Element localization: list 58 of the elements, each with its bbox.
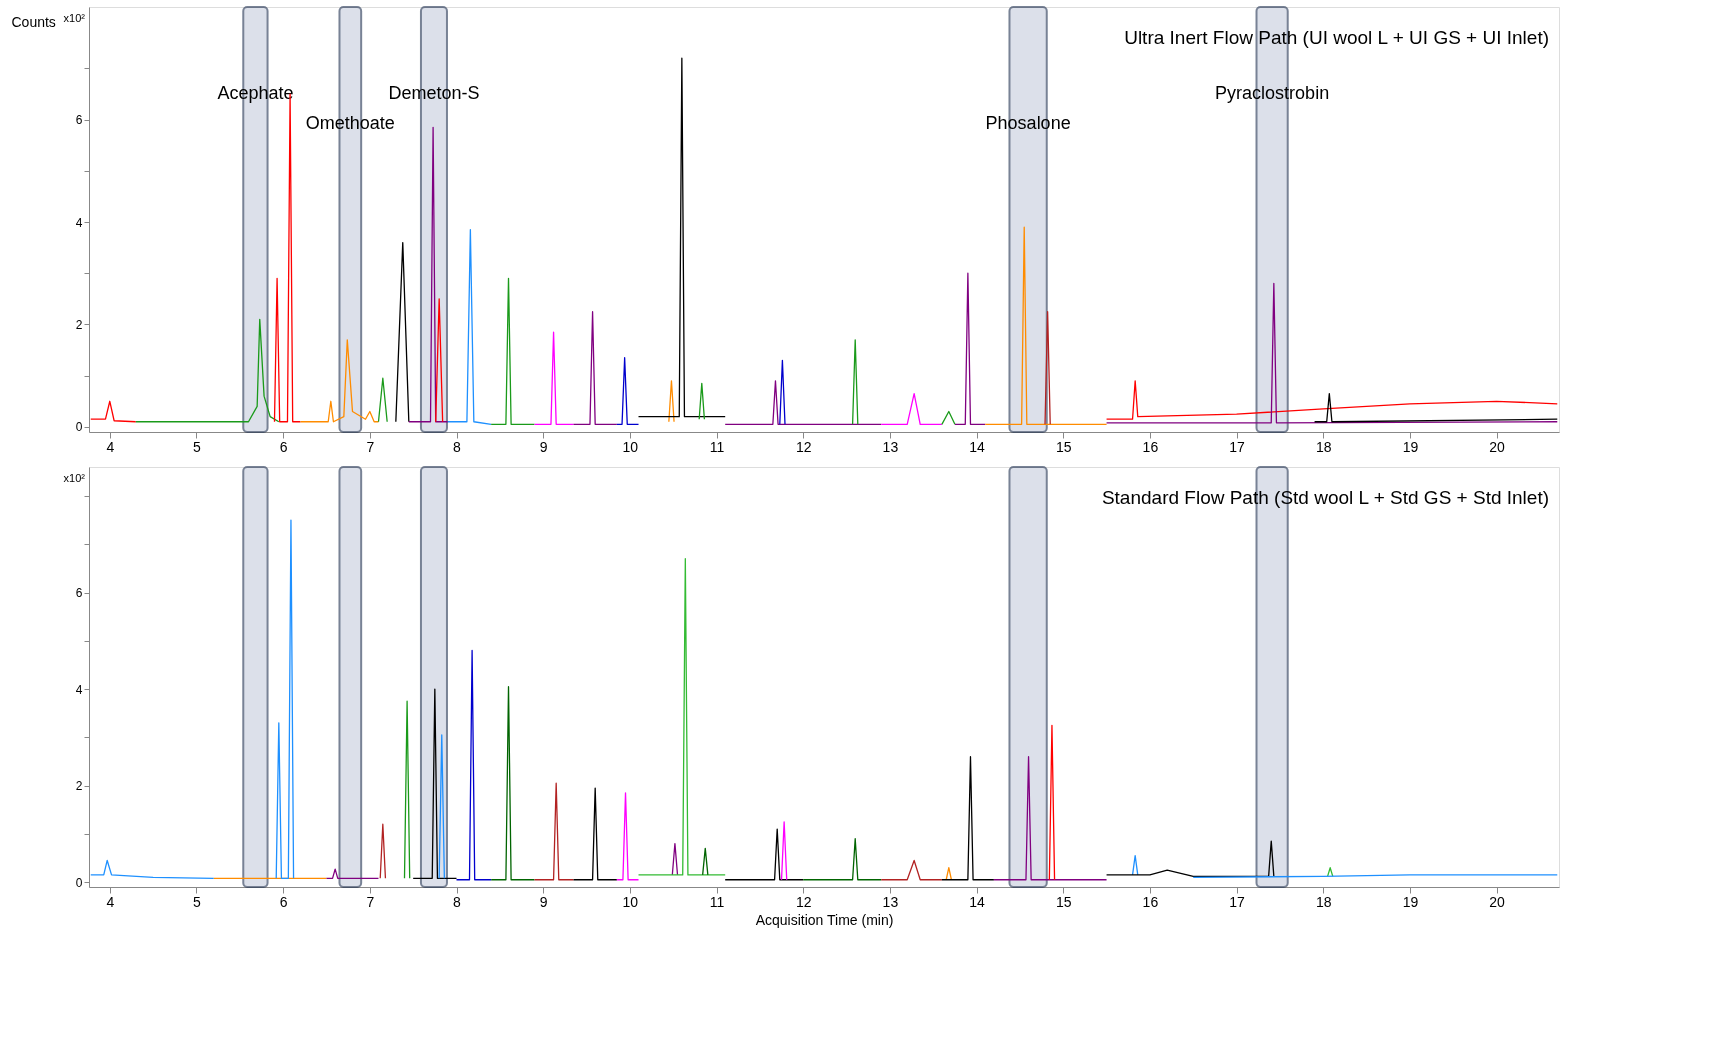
- x-tick-label: 14: [969, 438, 986, 455]
- y-tick-label: 4: [75, 682, 83, 697]
- text: x10²: [63, 12, 86, 24]
- x-tick-label: 8: [453, 893, 462, 910]
- x-tick-label: 17: [1229, 893, 1246, 910]
- x-tick-label: 18: [1315, 438, 1332, 455]
- line-series: [135, 318, 280, 423]
- x-tick-label: 19: [1402, 893, 1419, 910]
- x-tick-label: 4: [106, 893, 115, 910]
- text: Standard Flow Path (Std wool L + Std GS + Std Inlet): [1101, 487, 1549, 508]
- y-tick-label: 4: [75, 215, 83, 230]
- band-label: Pyraclostrobin: [1215, 83, 1330, 103]
- x-tick-label: 10: [622, 438, 639, 455]
- x-tick-label: 15: [1055, 438, 1072, 455]
- x-tick-label: 10: [622, 893, 639, 910]
- x-axis-title: Acquisition Time (min): [755, 911, 894, 928]
- x-tick-label: 9: [539, 893, 548, 910]
- line-series: [90, 400, 137, 423]
- x-tick-label: 11: [709, 438, 725, 455]
- x-tick-label: 7: [366, 438, 375, 455]
- y-tick-label: 0: [75, 420, 83, 435]
- y-tick-label: 0: [75, 875, 83, 890]
- x-tick-label: 7: [366, 893, 375, 910]
- y-axis-title: Counts: [11, 13, 56, 30]
- x-tick-label: 11: [709, 893, 725, 910]
- line-series: [299, 339, 380, 423]
- x-tick-label: 13: [882, 438, 899, 455]
- y-tick-label: 2: [75, 317, 83, 332]
- y-tick-label: 6: [75, 113, 83, 128]
- x-tick-label: 16: [1142, 438, 1159, 455]
- x-tick-label: 5: [193, 438, 202, 455]
- x-tick-label: 20: [1489, 438, 1506, 455]
- x-tick-label: 6: [279, 438, 288, 455]
- x-tick-label: 5: [193, 893, 202, 910]
- band-label: Acephate: [217, 83, 294, 103]
- y-tick-label: 2: [75, 779, 83, 794]
- x-tick-label: 15: [1055, 893, 1072, 910]
- x-tick-label: 19: [1402, 438, 1419, 455]
- x-tick-label: 12: [795, 438, 812, 455]
- y-tick-label: 6: [75, 586, 83, 601]
- x-tick-label: 16: [1142, 893, 1159, 910]
- text: Ultra Inert Flow Path (UI wool L + UI GS + UI Inlet): [1124, 27, 1549, 48]
- x-tick-label: 4: [106, 438, 115, 455]
- text: x10²: [63, 472, 86, 484]
- x-tick-label: 17: [1229, 438, 1246, 455]
- x-tick-label: 20: [1489, 893, 1506, 910]
- line-series: [90, 859, 215, 879]
- x-tick-label: 12: [795, 893, 812, 910]
- x-tick-label: 18: [1315, 893, 1332, 910]
- x-tick-label: 13: [882, 893, 899, 910]
- x-tick-label: 9: [539, 438, 548, 455]
- x-tick-label: 14: [969, 893, 986, 910]
- line-series: [1105, 380, 1558, 420]
- band-label: Phosalone: [985, 113, 1071, 133]
- x-tick-label: 8: [453, 438, 462, 455]
- x-tick-label: 6: [279, 893, 288, 910]
- band-label: Demeton-S: [388, 83, 480, 103]
- band-label: Omethoate: [305, 113, 395, 133]
